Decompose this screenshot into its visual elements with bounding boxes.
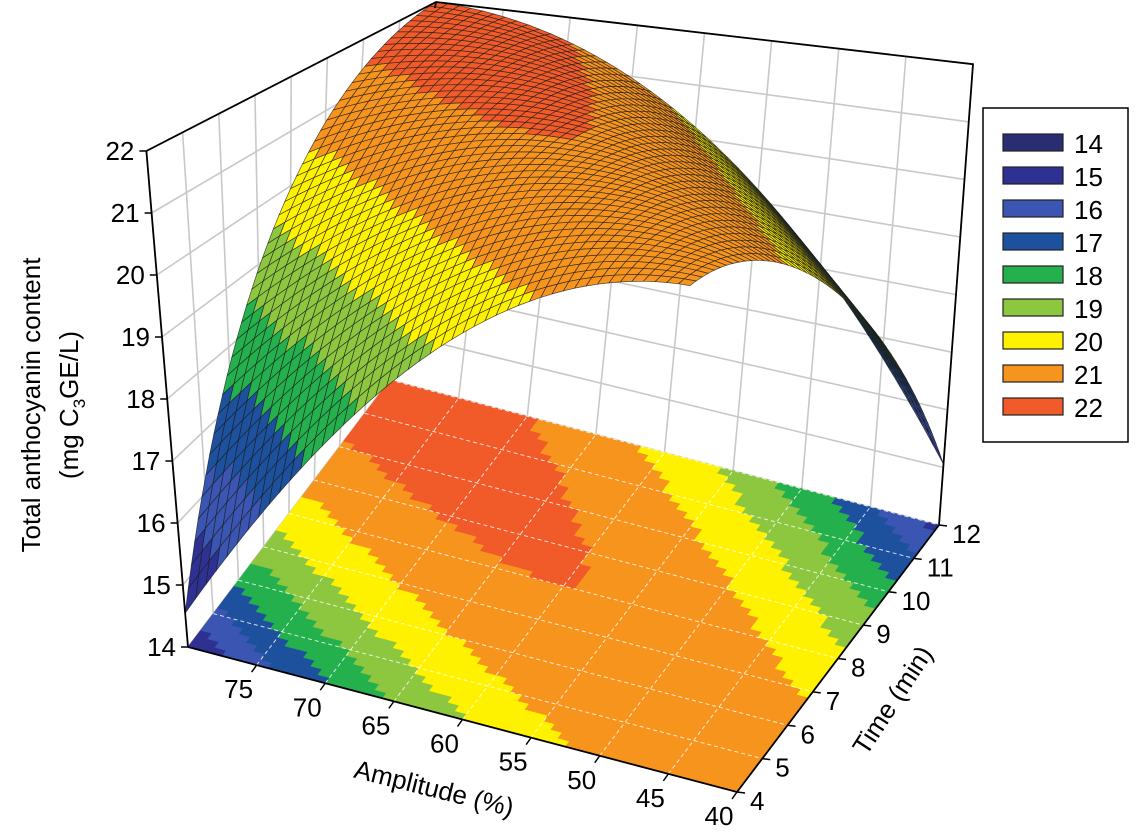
wall-gridline-amplitude bbox=[869, 56, 907, 507]
x-tick-mark bbox=[456, 719, 464, 727]
legend-swatch bbox=[1002, 265, 1064, 284]
legend-swatch bbox=[1002, 397, 1064, 416]
y-tick-label: 5 bbox=[775, 753, 789, 783]
z-tick-label: 22 bbox=[105, 136, 134, 166]
z-axis-title-subscript: 3 bbox=[70, 399, 89, 408]
legend-label: 18 bbox=[1074, 261, 1103, 291]
y-tick-label: 12 bbox=[952, 519, 981, 549]
legend-label: 16 bbox=[1074, 195, 1103, 225]
legend-swatch bbox=[1002, 364, 1064, 383]
y-tick-mark bbox=[736, 791, 746, 794]
y-tick-mark bbox=[913, 557, 922, 561]
back-corner-edge bbox=[434, 1, 437, 9]
x-tick-label: 65 bbox=[361, 710, 390, 740]
x-tick-mark bbox=[319, 682, 326, 691]
x-tick-mark bbox=[251, 664, 258, 673]
y-tick-label: 6 bbox=[801, 719, 815, 749]
y-tick-mark bbox=[787, 724, 796, 727]
y-tick-mark bbox=[812, 691, 821, 694]
legend-label: 15 bbox=[1074, 162, 1103, 192]
legend-label: 22 bbox=[1074, 393, 1103, 423]
y-tick-mark bbox=[863, 624, 872, 627]
legend-swatch bbox=[1002, 166, 1064, 185]
y-tick-label: 10 bbox=[902, 586, 931, 616]
z-tick-label: 20 bbox=[116, 260, 145, 290]
y-tick-mark bbox=[762, 757, 771, 761]
y-tick-label: 11 bbox=[927, 552, 954, 582]
floor-contour bbox=[187, 379, 940, 793]
legend-swatch bbox=[1002, 331, 1064, 350]
z-tick-label: 18 bbox=[126, 384, 155, 414]
legend-label: 19 bbox=[1074, 294, 1103, 324]
legend-swatch bbox=[1002, 232, 1064, 251]
legend-swatch bbox=[1002, 133, 1064, 152]
z-tick-label: 15 bbox=[142, 570, 171, 600]
y-tick-mark bbox=[938, 524, 948, 527]
legend-label: 17 bbox=[1074, 228, 1103, 258]
legend-swatch bbox=[1002, 298, 1064, 317]
legend-label: 14 bbox=[1074, 129, 1103, 159]
x-tick-mark bbox=[525, 737, 532, 746]
y-tick-label: 9 bbox=[876, 619, 890, 649]
z-tick-label: 16 bbox=[137, 508, 166, 538]
x-tick-label: 75 bbox=[224, 674, 253, 704]
x-tick-mark bbox=[388, 700, 395, 709]
x-tick-label: 50 bbox=[567, 765, 596, 795]
x-tick-label: 40 bbox=[705, 801, 734, 831]
y-tick-mark bbox=[888, 591, 897, 594]
x-tick-mark bbox=[662, 773, 669, 782]
legend-label: 21 bbox=[1074, 360, 1103, 390]
y-tick-mark bbox=[837, 657, 847, 661]
legend-label: 20 bbox=[1074, 327, 1103, 357]
z-axis-title-prefix: (mg C bbox=[54, 408, 84, 479]
y-tick-label: 4 bbox=[750, 786, 764, 816]
x-axis-title: Amplitude (%) bbox=[351, 754, 517, 823]
x-tick-label: 45 bbox=[636, 783, 665, 813]
y-tick-label: 7 bbox=[826, 686, 840, 716]
z-axis-title-line1: Total anthocyanin content bbox=[16, 257, 46, 553]
x-tick-label: 60 bbox=[430, 729, 459, 759]
z-tick-label: 17 bbox=[131, 446, 160, 476]
legend-swatch bbox=[1002, 199, 1064, 218]
z-axis-title-line2: (mg C3GE/L) bbox=[54, 331, 89, 479]
z-axis-title-suffix: GE/L) bbox=[54, 331, 84, 399]
x-tick-mark bbox=[594, 755, 601, 764]
z-tick-label: 19 bbox=[121, 322, 150, 352]
z-tick-label: 14 bbox=[147, 632, 176, 662]
y-tick-label: 8 bbox=[851, 653, 865, 683]
x-tick-label: 70 bbox=[293, 692, 322, 722]
z-tick-label: 21 bbox=[111, 198, 140, 228]
x-tick-label: 55 bbox=[499, 747, 528, 777]
x-tick-mark bbox=[731, 791, 738, 800]
